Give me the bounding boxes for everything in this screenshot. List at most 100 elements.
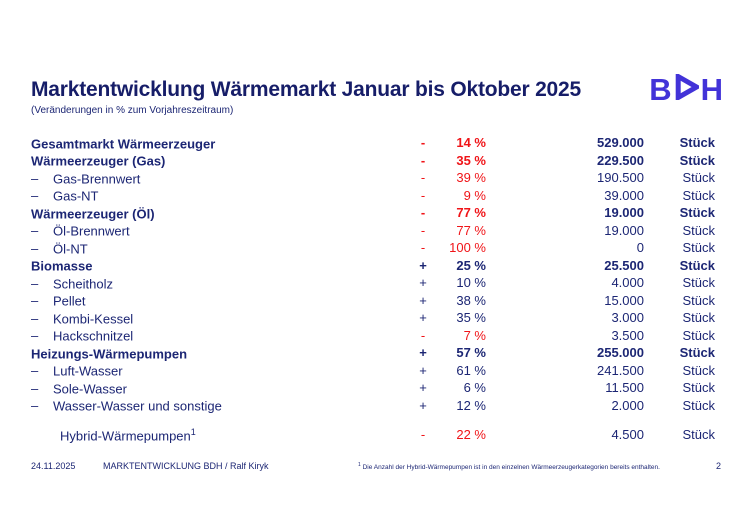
row-label-cell: – Öl-NT [31, 240, 412, 256]
row-value: 241.500 [597, 362, 644, 378]
row-percent: 77 % [456, 222, 486, 238]
row-unit: Stück [682, 327, 715, 343]
row-percent: 6 % [463, 380, 486, 396]
row-value: 4.000 [611, 275, 644, 291]
table-row: – Hackschnitzel - 7 % 3.500 Stück [31, 327, 715, 345]
row-unit: Stück [682, 427, 715, 443]
table-row: Gesamtmarkt Wärmeerzeuger - 14 % 529.000… [31, 134, 715, 152]
row-unit: Stück [679, 135, 715, 151]
row-sign: - [420, 170, 426, 186]
row-sign: - [420, 152, 426, 168]
row-unit: Stück [682, 170, 715, 186]
row-sign: + [419, 345, 427, 361]
row-superscript: 1 [190, 426, 196, 437]
row-value: 25.500 [604, 257, 644, 273]
bdh-logo-letter-h: H [700, 72, 724, 107]
row-label-cell: – Scheitholz [31, 275, 412, 291]
row-label: Heizungs-Wärmepumpen [31, 345, 188, 361]
row-label-cell: – Sole-Wasser [31, 380, 412, 396]
row-label: Gas-Brennwert [53, 170, 141, 186]
row-value: 190.500 [597, 170, 644, 186]
row-unit: Stück [679, 345, 715, 361]
row-sign: - [420, 240, 426, 256]
row-percent: 35 % [456, 152, 486, 168]
table-row: Biomasse + 25 % 25.500 Stück [31, 257, 715, 275]
row-value: 15.000 [604, 292, 644, 308]
row-label: Wärmeerzeuger (Gas) [31, 153, 166, 169]
row-value: 4.500 [611, 427, 644, 443]
row-unit: Stück [682, 310, 715, 326]
row-label: Biomasse [31, 258, 93, 274]
row-unit: Stück [682, 380, 715, 396]
bdh-logo-d-icon [675, 72, 702, 105]
row-percent: 7 % [463, 327, 486, 343]
table-row: – Öl-NT - 100 % 0 Stück [31, 239, 715, 257]
row-value: 11.500 [605, 380, 644, 396]
row-label-cell: – Wasser-Wasser und sonstige [31, 397, 412, 413]
row-unit: Stück [682, 240, 715, 256]
row-label: Luft-Wasser [53, 363, 123, 379]
row-percent: 35 % [456, 310, 486, 326]
row-sign: - [420, 327, 426, 343]
row-sign: + [419, 292, 427, 308]
row-label: Öl-NT [53, 240, 88, 256]
row-unit: Stück [682, 362, 715, 378]
row-label: Wärmeerzeuger (Öl) [31, 205, 155, 221]
table-row: Wärmeerzeuger (Öl) - 77 % 19.000 Stück [31, 204, 715, 222]
table-row: – Sole-Wasser + 6 % 11.500 Stück [31, 379, 715, 397]
table-row: – Öl-Brennwert - 77 % 19.000 Stück [31, 222, 715, 240]
row-bullet: – [31, 170, 39, 186]
row-bullet: – [31, 363, 39, 379]
row-sign: + [419, 362, 427, 378]
row-label-cell: – Gas-NT [31, 187, 412, 203]
row-value: 0 [636, 240, 644, 256]
row-label: Hybrid-Wärmepumpen [60, 427, 191, 443]
row-percent: 10 % [456, 275, 486, 291]
row-percent: 9 % [463, 187, 486, 203]
row-sign: + [419, 397, 427, 413]
table-row: – Kombi-Kessel + 35 % 3.000 Stück [31, 309, 715, 327]
row-sign: - [420, 187, 426, 203]
row-sign: - [420, 427, 426, 443]
row-bullet: – [31, 293, 39, 309]
row-label: Hackschnitzel [53, 328, 134, 344]
row-label-cell: – Luft-Wasser [31, 362, 412, 378]
row-label: Gesamtmarkt Wärmeerzeuger [31, 135, 216, 151]
row-label-cell: Biomasse [31, 257, 412, 273]
row-label-cell: – Hackschnitzel [31, 327, 412, 343]
table-row: – Gas-Brennwert - 39 % 190.500 Stück [31, 169, 715, 187]
footnote-superscript: 1 [358, 462, 361, 468]
row-label-cell: – Pellet [31, 292, 412, 308]
row-label-cell: Wärmeerzeuger (Gas) [31, 152, 412, 168]
row-label: Scheitholz [53, 275, 113, 291]
row-unit: Stück [682, 222, 715, 238]
row-bullet: – [31, 188, 39, 204]
row-bullet: – [31, 310, 39, 326]
row-percent: 25 % [456, 257, 486, 273]
row-bullet: – [31, 240, 39, 256]
row-value: 229.500 [597, 152, 644, 168]
row-value: 19.000 [604, 205, 644, 221]
row-label: Sole-Wasser [53, 380, 127, 396]
row-value: 3.000 [611, 310, 644, 326]
row-unit: Stück [682, 275, 715, 291]
row-sign: + [419, 310, 427, 326]
row-percent: 61 % [456, 362, 486, 378]
row-percent: 39 % [456, 170, 486, 186]
bdh-logo-letter-b: B [649, 72, 673, 107]
row-label: Wasser-Wasser und sonstige [53, 398, 222, 414]
row-label-cell: Wärmeerzeuger (Öl) [31, 205, 412, 221]
row-percent: 12 % [456, 397, 486, 413]
page-number: 2 [716, 461, 722, 471]
row-bullet: – [31, 380, 39, 396]
row-unit: Stück [679, 205, 715, 221]
row-label-cell: – Öl-Brennwert [31, 222, 412, 238]
table-row: Hybrid-Wärmepumpen1 - 22 % 4.500 Stück [31, 426, 715, 444]
footnote-text: Die Anzahl der Hybrid-Wärmepumpen ist in… [362, 464, 660, 472]
market-table: Gesamtmarkt Wärmeerzeuger - 14 % 529.000… [31, 134, 715, 444]
row-unit: Stück [682, 187, 715, 203]
row-label-cell: Gesamtmarkt Wärmeerzeuger [31, 135, 412, 151]
row-bullet: – [31, 275, 39, 291]
row-percent: 100 % [449, 240, 486, 256]
